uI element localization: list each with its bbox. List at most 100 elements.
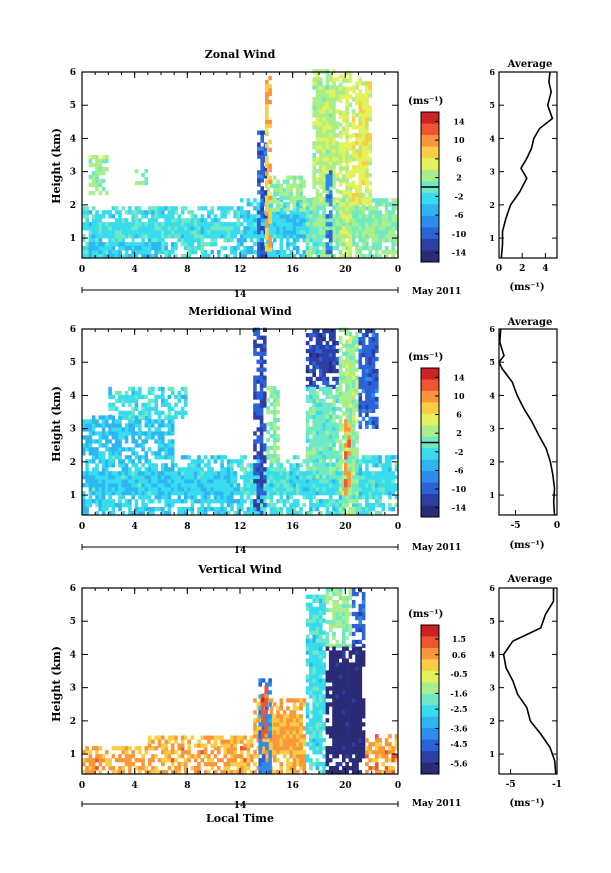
heatmap-cell — [101, 250, 106, 255]
heatmap-cell — [358, 129, 363, 134]
heatmap-cell — [220, 511, 224, 516]
heatmap-cell — [118, 431, 122, 436]
heatmap-cell — [345, 138, 349, 143]
heatmap-cell — [328, 105, 333, 110]
heatmap-cell — [381, 475, 386, 480]
heatmap-cell — [276, 499, 280, 504]
heatmap-cell — [279, 206, 284, 211]
heatmap-cell — [276, 511, 280, 516]
heatmap-cell — [368, 416, 372, 421]
heatmap-cell — [161, 743, 165, 748]
heatmap-cell — [266, 738, 270, 743]
heatmap-cell — [365, 196, 369, 202]
heatmap-cell — [82, 471, 86, 476]
heatmap-cell — [348, 210, 353, 215]
heatmap-cell — [319, 348, 323, 354]
heatmap-cell — [276, 475, 280, 480]
heatmap-cell — [138, 758, 142, 763]
heatmap-cell — [200, 495, 205, 500]
heatmap-cell — [368, 511, 372, 516]
heatmap-cell — [322, 196, 326, 202]
heatmap-cell — [269, 742, 274, 747]
heatmap-cell — [358, 341, 363, 346]
heatmap-cell — [322, 487, 326, 492]
heatmap-cell — [91, 455, 96, 460]
heatmap-cell — [319, 101, 323, 106]
heatmap-cell — [157, 455, 162, 460]
heatmap-cell — [91, 250, 96, 255]
heatmap-cell — [259, 435, 264, 440]
heatmap-cell — [151, 451, 155, 456]
heatmap-cell — [134, 246, 139, 251]
heatmap-cell — [217, 222, 221, 227]
heatmap-cell — [88, 155, 93, 160]
heatmap-cell — [345, 379, 349, 384]
heatmap-cell — [342, 483, 346, 488]
heatmap-cell — [207, 762, 211, 767]
heatmap-cell — [197, 499, 201, 504]
heatmap-cell — [144, 177, 149, 182]
heatmap-cell — [319, 442, 323, 447]
heatmap-cell — [203, 242, 208, 247]
heatmap-cell — [121, 427, 126, 432]
heatmap-cell — [85, 222, 89, 227]
heatmap-cell — [134, 206, 139, 211]
heatmap-cell — [259, 395, 264, 400]
heatmap-cell — [276, 742, 280, 747]
heatmap-cell — [190, 246, 195, 251]
heatmap-cell — [131, 410, 135, 415]
heatmap-cell — [213, 487, 218, 492]
heatmap-cell — [177, 390, 182, 396]
heatmap-cell — [164, 475, 168, 480]
heatmap-cell — [348, 158, 353, 163]
heatmap-cell — [276, 426, 280, 431]
heatmap-cell — [170, 750, 175, 755]
heatmap-cell — [118, 770, 122, 775]
heatmap-cell — [286, 511, 290, 516]
heatmap-cell — [365, 372, 369, 378]
heatmap-cell — [345, 327, 349, 332]
heatmap-cell — [151, 471, 155, 476]
heatmap-cell — [319, 234, 323, 239]
heatmap-cell — [348, 102, 353, 107]
heatmap-cell — [325, 246, 330, 251]
heatmap-cell — [240, 206, 244, 211]
heatmap-cell — [131, 386, 135, 392]
heatmap-cell — [161, 238, 165, 243]
heatmap-cell — [289, 222, 293, 227]
heatmap-cell — [253, 327, 257, 332]
avg-y-tick-label: 6 — [489, 324, 495, 334]
heatmap-cell — [338, 146, 343, 151]
heatmap-cell — [279, 730, 284, 735]
heatmap-cell — [265, 80, 269, 85]
heatmap-cell — [253, 698, 257, 703]
heatmap-cell — [230, 250, 234, 255]
heatmap-cell — [217, 487, 221, 492]
x-tick-label: 16 — [286, 522, 299, 532]
heatmap-cell — [256, 202, 261, 207]
heatmap-cell — [312, 495, 316, 500]
heatmap-cell — [368, 180, 372, 186]
heatmap-cell — [272, 714, 277, 719]
heatmap-cell — [375, 210, 379, 215]
heatmap-cell — [141, 495, 145, 500]
heatmap-cell — [319, 125, 323, 130]
heatmap-cell — [325, 230, 330, 235]
heatmap-cell — [371, 230, 376, 235]
heatmap-cell — [351, 491, 356, 496]
heatmap-cell — [371, 408, 376, 413]
heatmap-cell — [147, 435, 152, 440]
colorbar-swatch — [421, 112, 439, 124]
heatmap-cell — [355, 331, 359, 336]
heatmap-cell — [279, 507, 284, 512]
heatmap-cell — [315, 180, 320, 186]
heatmap-cell — [131, 495, 135, 500]
heatmap-cell — [269, 394, 274, 399]
heatmap-cell — [384, 206, 389, 211]
heatmap-cell — [170, 423, 175, 428]
heatmap-cell — [391, 238, 395, 243]
heatmap-cell — [249, 739, 254, 744]
heatmap-cell — [315, 125, 320, 130]
heatmap-cell — [88, 750, 93, 755]
heatmap-cell — [101, 155, 106, 160]
